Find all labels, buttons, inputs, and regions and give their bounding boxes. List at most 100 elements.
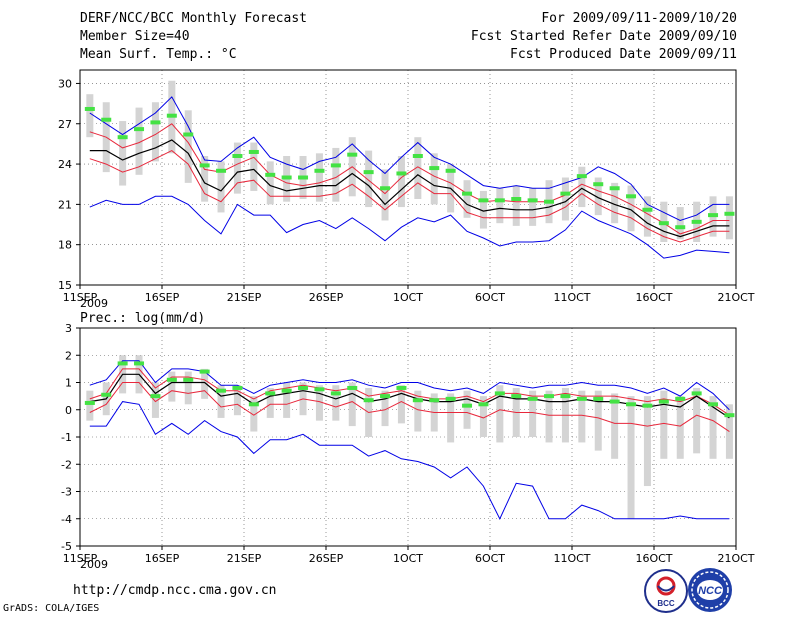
series-max-line (89, 96, 730, 222)
produced-date: Fcst Produced Date 2009/09/11 (510, 47, 737, 62)
spread-bar (643, 396, 651, 487)
y-tick-label: -3 (61, 486, 72, 499)
bcc-logo-icon: BCC (656, 576, 676, 608)
y-tick-label: -5 (61, 540, 72, 553)
spread-bar (217, 161, 225, 213)
series-median-line (89, 373, 730, 419)
ensemble-mark (593, 182, 604, 187)
spread-bar (168, 371, 176, 402)
spread-bar (430, 153, 438, 205)
series-q3-line (89, 368, 730, 416)
x-year-label: 2009 (80, 558, 108, 571)
ensemble-mark (412, 398, 423, 403)
x-year-label: 2009 (80, 297, 108, 310)
ensemble-mark (298, 385, 309, 390)
series-q1-line (89, 382, 730, 433)
spread-bar (479, 396, 487, 437)
ensemble-mark (429, 166, 440, 171)
source-url[interactable]: http://cmdp.ncc.cma.gov.cn (73, 583, 277, 598)
ncc-logo-icon: NCC (691, 571, 729, 609)
ensemble-mark (281, 175, 292, 180)
x-tick-label: 16SEP (145, 552, 180, 565)
ensemble-mark (462, 191, 473, 196)
ensemble-mark (396, 385, 407, 390)
y-tick-label: 21 (58, 198, 72, 211)
ensemble-mark (298, 175, 309, 180)
ensemble-mark (199, 369, 210, 374)
y-tick-label: 2 (65, 349, 72, 362)
x-tick-label: 6OCT (475, 291, 505, 304)
spread-bar (151, 102, 159, 162)
spread-bar (463, 390, 471, 429)
ensemble-mark (248, 149, 259, 154)
y-tick-label: -1 (61, 431, 72, 444)
spread-bar (447, 393, 455, 443)
spread-bar (578, 166, 586, 208)
ensemble-mark (216, 168, 227, 173)
ensemble-mark (232, 385, 243, 390)
x-tick-label: 1OCT (393, 552, 423, 565)
ensemble-mark (675, 225, 686, 230)
ensemble-mark (445, 168, 456, 173)
spread-bar (512, 185, 520, 226)
x-tick-label: 16OCT (635, 291, 672, 304)
spread-bar (184, 371, 192, 405)
spread-bar (660, 390, 668, 459)
ensemble-mark (150, 394, 161, 399)
ensemble-mark (560, 191, 571, 196)
spread-bar (594, 390, 602, 451)
ensemble-mark (150, 120, 161, 125)
ensemble-mark (84, 106, 95, 111)
x-tick-label: 1OCT (393, 291, 423, 304)
y-tick-label: 30 (58, 77, 72, 90)
x-tick-label: 21SEP (227, 552, 262, 565)
ensemble-mark (101, 117, 112, 122)
ensemble-mark (708, 402, 719, 407)
ensemble-mark (544, 394, 555, 399)
ensemble-mark (199, 163, 210, 168)
ensemble-mark (724, 211, 735, 216)
spread-bar (725, 196, 733, 240)
ensemble-mark (183, 132, 194, 137)
y-tick-label: 27 (58, 118, 72, 131)
ensemble-mark (560, 394, 571, 399)
spread-bar (496, 188, 504, 224)
y-tick-label: 24 (58, 158, 72, 171)
spread-bar (201, 368, 209, 399)
spread-bar (86, 390, 94, 421)
spread-bar (217, 385, 225, 418)
spread-bar (676, 207, 684, 240)
ensemble-mark (724, 413, 735, 418)
ensemble-mark (462, 403, 473, 408)
spread-bar (561, 177, 569, 221)
series-min-line (89, 401, 730, 520)
ensemble-mark (626, 402, 637, 407)
ensemble-mark (691, 391, 702, 396)
spread-bar (201, 156, 209, 202)
ensemble-mark (330, 163, 341, 168)
ensemble-mark (117, 135, 128, 140)
x-tick-label: 11SEP (63, 552, 98, 565)
y-tick-label: 1 (65, 377, 72, 390)
ensemble-mark (544, 199, 555, 204)
x-tick-label: 11OCT (553, 552, 590, 565)
ensemble-mark (642, 207, 653, 212)
ensemble-mark (708, 213, 719, 218)
y-tick-label: 0 (65, 404, 72, 417)
ensemble-mark (347, 385, 358, 390)
ensemble-mark (527, 396, 538, 401)
ensemble-mark (609, 399, 620, 404)
ensemble-mark (511, 197, 522, 201)
x-tick-label: 21OCT (717, 291, 754, 304)
ensemble-mark (494, 391, 505, 396)
x-tick-label: 11OCT (553, 291, 590, 304)
spread-bar (381, 390, 389, 427)
ensemble-mark (511, 394, 522, 399)
ensemble-mark (412, 154, 423, 158)
spread-bar (151, 382, 159, 418)
chart-title: DERF/NCC/BCC Monthly Forecast (80, 11, 307, 26)
ensemble-mark (117, 361, 128, 366)
ensemble-mark (396, 171, 407, 176)
ensemble-mark (576, 174, 587, 179)
ensemble-mark (314, 168, 325, 173)
